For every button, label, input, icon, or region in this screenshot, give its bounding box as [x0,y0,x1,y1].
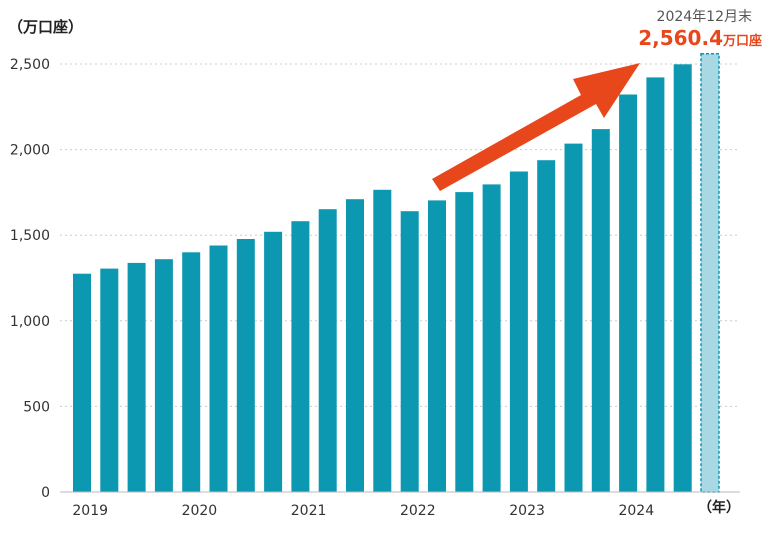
x-tick-label: 2019 [72,503,108,519]
bar [455,192,474,492]
y-tick-label: 2,500 [10,57,50,73]
y-tick-label: 2,000 [10,143,50,159]
x-tick-label: 2020 [182,503,218,519]
callout-unit: 万口座 [722,34,762,49]
bar [619,94,638,492]
x-tick-label: 2024 [618,503,654,519]
bar [127,262,146,492]
bar [291,221,310,492]
x-axis-ticks: 2019 2020 2021 2022 2023 2024 [72,503,654,519]
bar [209,245,228,492]
x-tick-label: 2021 [291,503,327,519]
bar [182,252,201,492]
callout-date: 2024年12月末 [656,9,752,25]
bar [428,200,446,492]
bar-highlight [700,52,720,493]
bar [154,259,173,492]
bar [646,77,665,493]
x-tick-label: 2022 [400,503,436,519]
x-axis-unit-label: （年） [698,500,740,516]
x-tick-label: 2023 [509,503,545,519]
bar [318,209,337,492]
bar [537,160,556,492]
bar [264,231,283,493]
bar [482,184,501,492]
bar [100,268,119,492]
growth-arrow [432,63,640,191]
bars [73,52,720,493]
callout-number: 2,560.4 [638,26,723,50]
bar [400,211,419,492]
bar [509,171,528,492]
bar [236,239,255,492]
y-tick-label: 500 [23,399,50,415]
y-tick-label: 1,500 [10,228,50,244]
bar [73,273,91,492]
y-tick-label: 1,000 [10,314,50,330]
bar [591,129,610,492]
y-axis-unit-label: （万口座） [8,18,84,36]
bar [564,143,583,492]
y-tick-label: 0 [41,485,50,501]
y-axis-ticks: 0 500 1,000 1,500 2,000 2,500 [10,57,50,501]
bar [346,199,364,492]
callout-value: 2,560.4万口座 [638,26,762,50]
bar [373,189,392,493]
bar [673,64,692,493]
